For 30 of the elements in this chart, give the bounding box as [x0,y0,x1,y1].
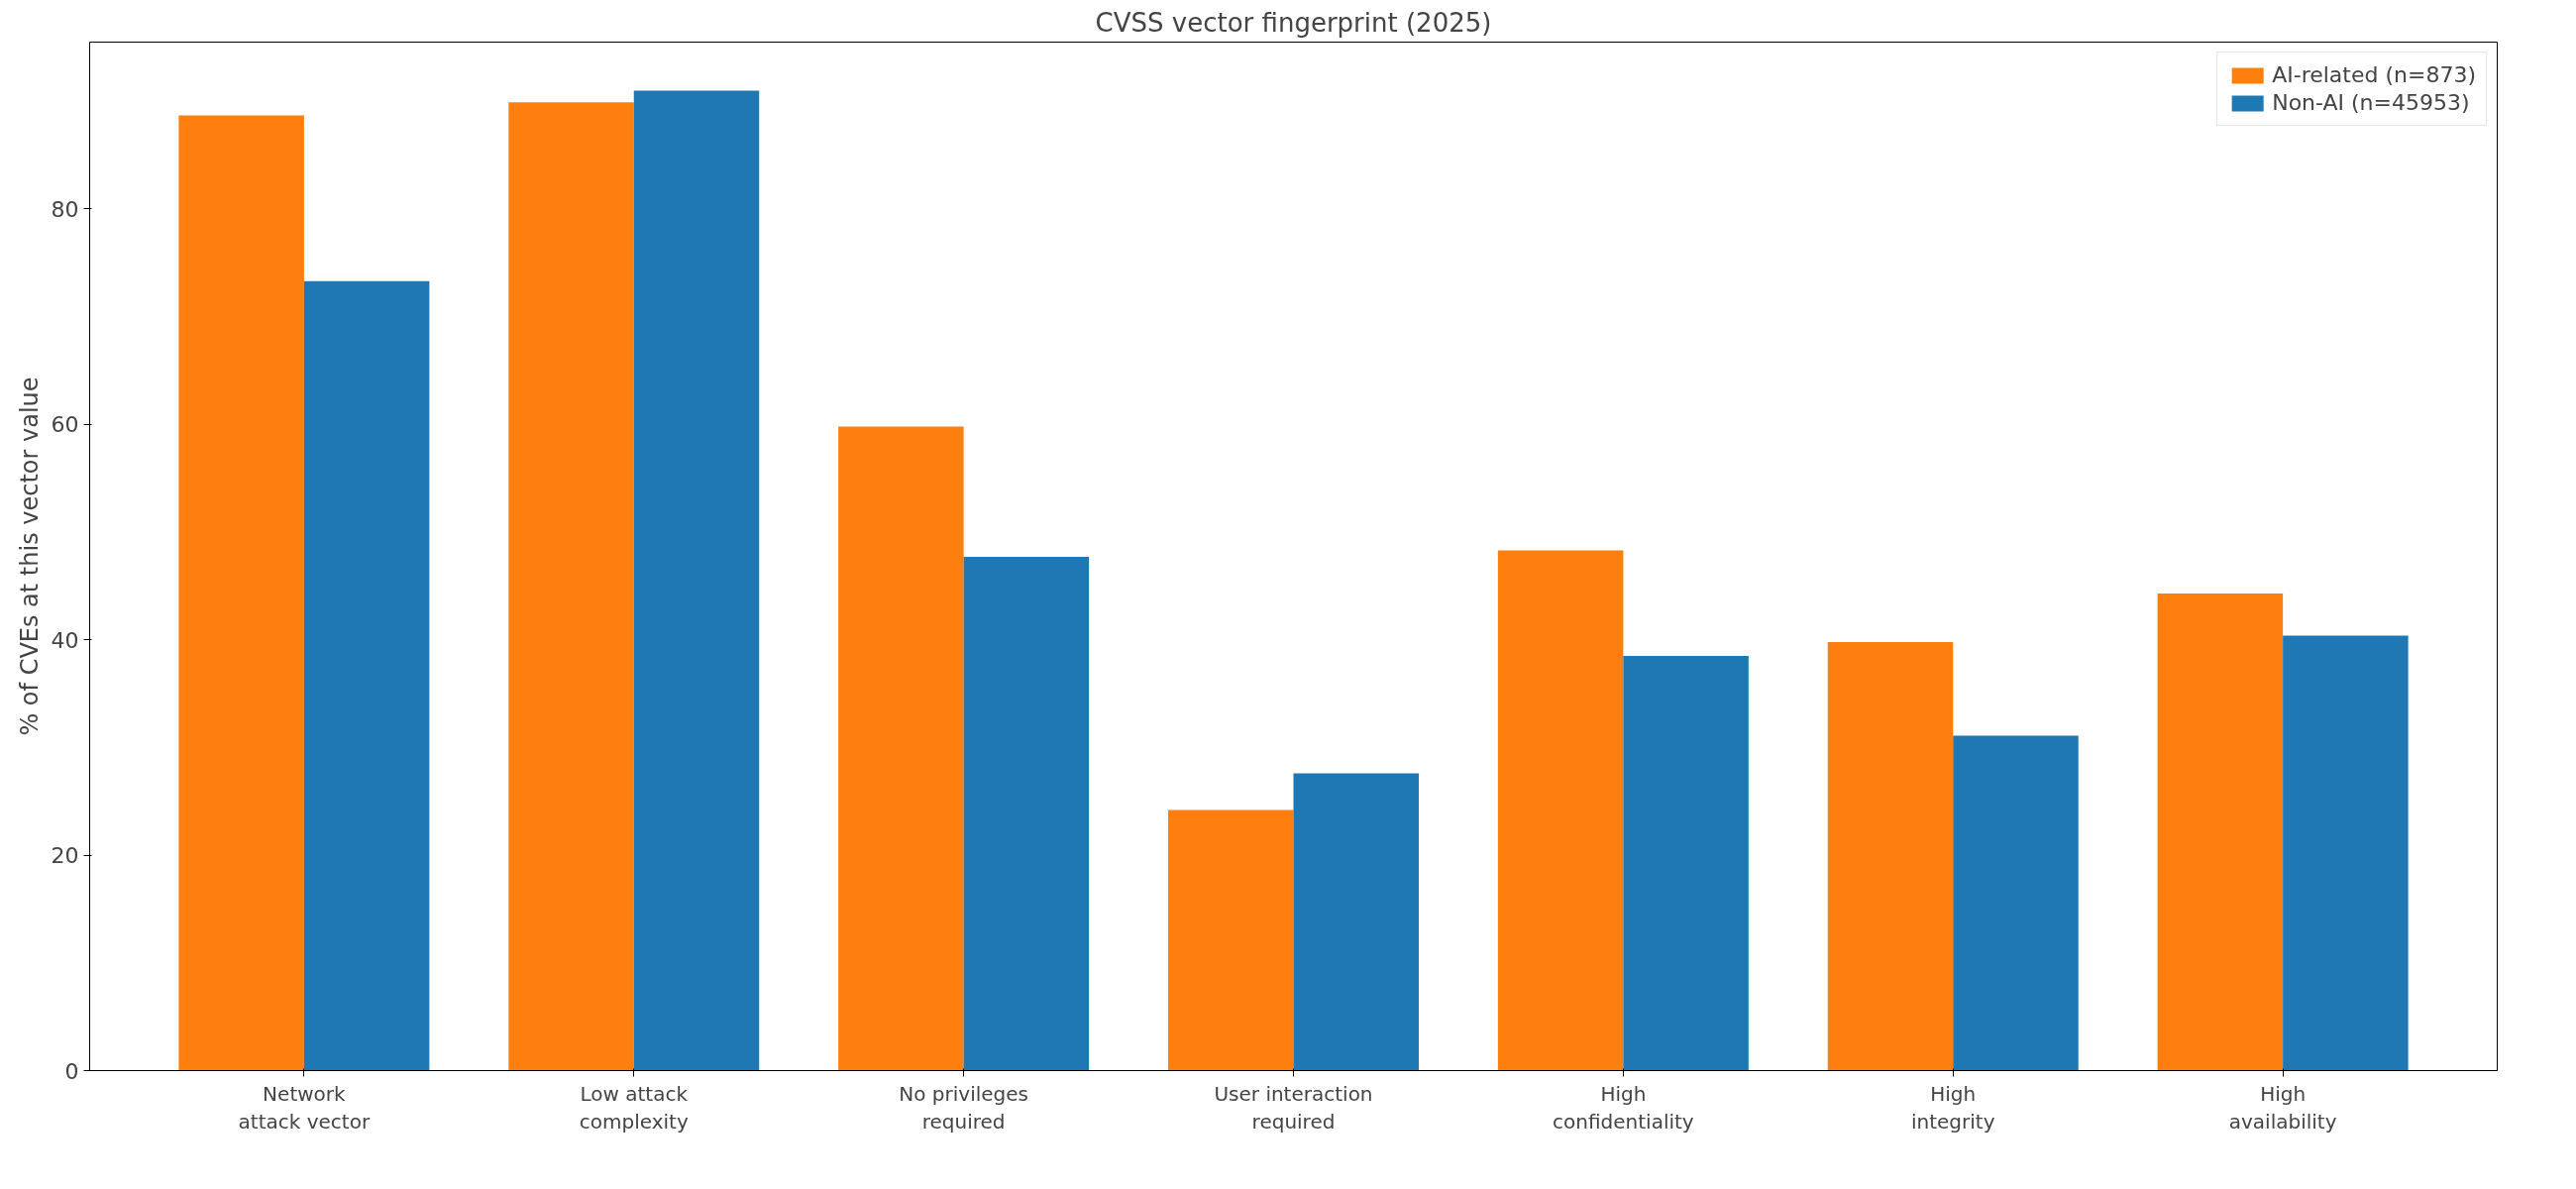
bar [633,90,760,1071]
bar [1293,773,1419,1071]
x-tick-label: High availability [2228,1081,2337,1135]
bar [303,280,430,1071]
x-tick-label: Network attack vector [238,1081,371,1135]
legend-label: Non-AI (n=45953) [2272,90,2470,115]
bar [1623,656,1749,1071]
chart-title: CVSS vector fingerprint (2025) [1095,7,1492,38]
x-tick-label: Low attack complexity [579,1081,689,1135]
legend-label: AI-related (n=873) [2272,62,2476,87]
x-tick-label: User interaction required [1214,1081,1373,1135]
bar [178,115,304,1071]
bar [1953,735,2079,1071]
bar [1168,810,1294,1071]
x-tick-label: High integrity [1910,1081,1995,1135]
x-tick-label: No privileges required [899,1081,1028,1135]
y-axis-title: % of CVEs at this vector value [15,377,44,736]
y-tick-label: 80 [51,196,79,222]
y-tick-label: 0 [64,1058,79,1084]
bar [508,102,634,1071]
bar [1497,550,1624,1071]
y-tick-label: 20 [51,843,79,869]
x-tick-label: High confidentiality [1553,1081,1694,1135]
y-tick-label: 40 [51,627,79,653]
bar [963,557,1090,1071]
bar [2283,635,2409,1071]
bar [838,426,964,1071]
bar [1827,641,1954,1071]
y-tick-label: 60 [51,412,79,438]
bar [2157,594,2284,1071]
